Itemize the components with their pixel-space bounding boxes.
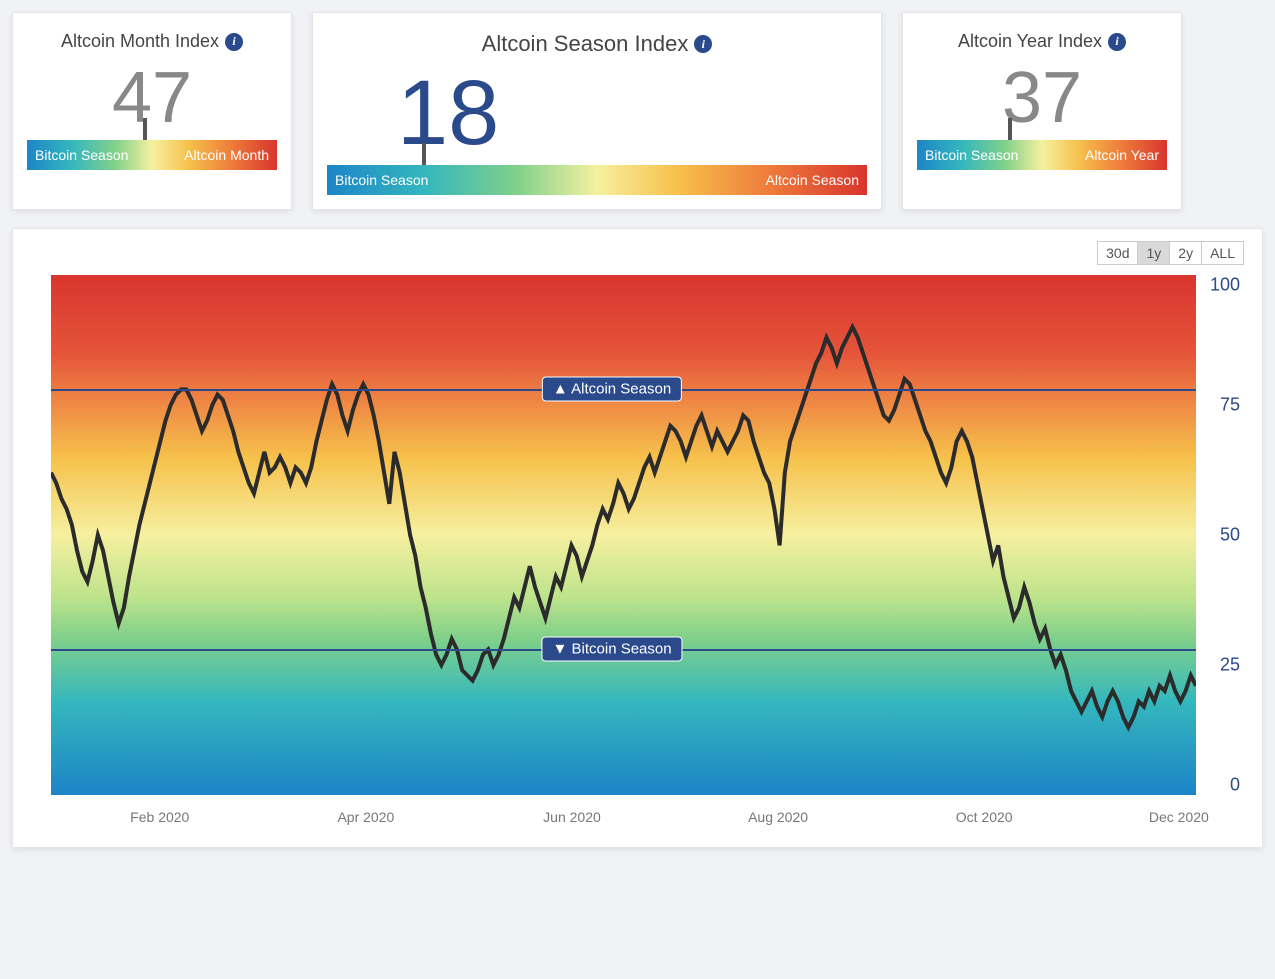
gauge-month-right-label: Altcoin Month (184, 147, 269, 163)
gauge-season: Bitcoin Season Altcoin Season (327, 165, 867, 195)
xtick-label: Dec 2020 (1149, 809, 1209, 825)
range-button-1y[interactable]: 1y (1138, 241, 1170, 265)
info-icon[interactable]: i (694, 35, 712, 53)
chart-area: ▲ Altcoin Season ▼ Bitcoin Season 0 25 50 7… (31, 275, 1244, 835)
card-month-title-row: Altcoin Month Index i (61, 31, 243, 52)
ytick-label: 25 (1220, 655, 1240, 676)
info-icon[interactable]: i (225, 33, 243, 51)
xtick-label: Feb 2020 (130, 809, 189, 825)
card-month-value: 47 (112, 62, 192, 134)
threshold-altcoin-badge: ▲ Altcoin Season (542, 377, 682, 402)
card-season-value: 18 (397, 67, 499, 159)
chart-plot: ▲ Altcoin Season ▼ Bitcoin Season (51, 275, 1196, 795)
xtick-label: Apr 2020 (337, 809, 394, 825)
xtick-label: Oct 2020 (956, 809, 1013, 825)
gauge-year-wrap: Bitcoin Season Altcoin Year (917, 140, 1167, 170)
ytick-label: 0 (1230, 774, 1240, 795)
chart-card: 30d1y2yALL ▲ Altcoin Season ▼ Bitcoin Se… (12, 228, 1263, 848)
gauge-year: Bitcoin Season Altcoin Year (917, 140, 1167, 170)
gauge-year-right-label: Altcoin Year (1085, 147, 1159, 163)
range-button-30d[interactable]: 30d (1097, 241, 1138, 265)
gauge-season-left-label: Bitcoin Season (335, 172, 428, 188)
card-season-title: Altcoin Season Index (482, 31, 689, 57)
card-season-title-row: Altcoin Season Index i (482, 31, 713, 57)
top-cards-row: Altcoin Month Index i 47 Bitcoin Season … (12, 12, 1263, 210)
card-year-title-row: Altcoin Year Index i (958, 31, 1126, 52)
card-month-index: Altcoin Month Index i 47 Bitcoin Season … (12, 12, 292, 210)
gauge-month: Bitcoin Season Altcoin Month (27, 140, 277, 170)
card-season-index: Altcoin Season Index i 18 Bitcoin Season… (312, 12, 882, 210)
threshold-bitcoin-badge: ▼ Bitcoin Season (542, 637, 683, 662)
gauge-season-wrap: Bitcoin Season Altcoin Season (327, 165, 867, 195)
ytick-label: 50 (1220, 525, 1240, 546)
gauge-season-right-label: Altcoin Season (766, 172, 859, 188)
xtick-label: Jun 2020 (543, 809, 601, 825)
gauge-month-left-label: Bitcoin Season (35, 147, 128, 163)
card-month-title: Altcoin Month Index (61, 31, 219, 52)
gauge-year-left-label: Bitcoin Season (925, 147, 1018, 163)
ytick-label: 100 (1210, 275, 1240, 296)
chart-line-svg (51, 275, 1196, 795)
ytick-label: 75 (1220, 395, 1240, 416)
gauge-month-wrap: Bitcoin Season Altcoin Month (27, 140, 277, 170)
chart-yaxis: 0 25 50 75 100 (1200, 275, 1244, 795)
card-year-index: Altcoin Year Index i 37 Bitcoin Season A… (902, 12, 1182, 210)
range-button-2y[interactable]: 2y (1170, 241, 1202, 265)
range-selector: 30d1y2yALL (31, 241, 1244, 265)
card-year-value: 37 (1002, 62, 1082, 134)
range-button-all[interactable]: ALL (1202, 241, 1244, 265)
info-icon[interactable]: i (1108, 33, 1126, 51)
chart-xaxis: Feb 2020 Apr 2020 Jun 2020 Aug 2020 Oct 2020… (51, 805, 1196, 835)
xtick-label: Aug 2020 (748, 809, 808, 825)
card-year-title: Altcoin Year Index (958, 31, 1102, 52)
